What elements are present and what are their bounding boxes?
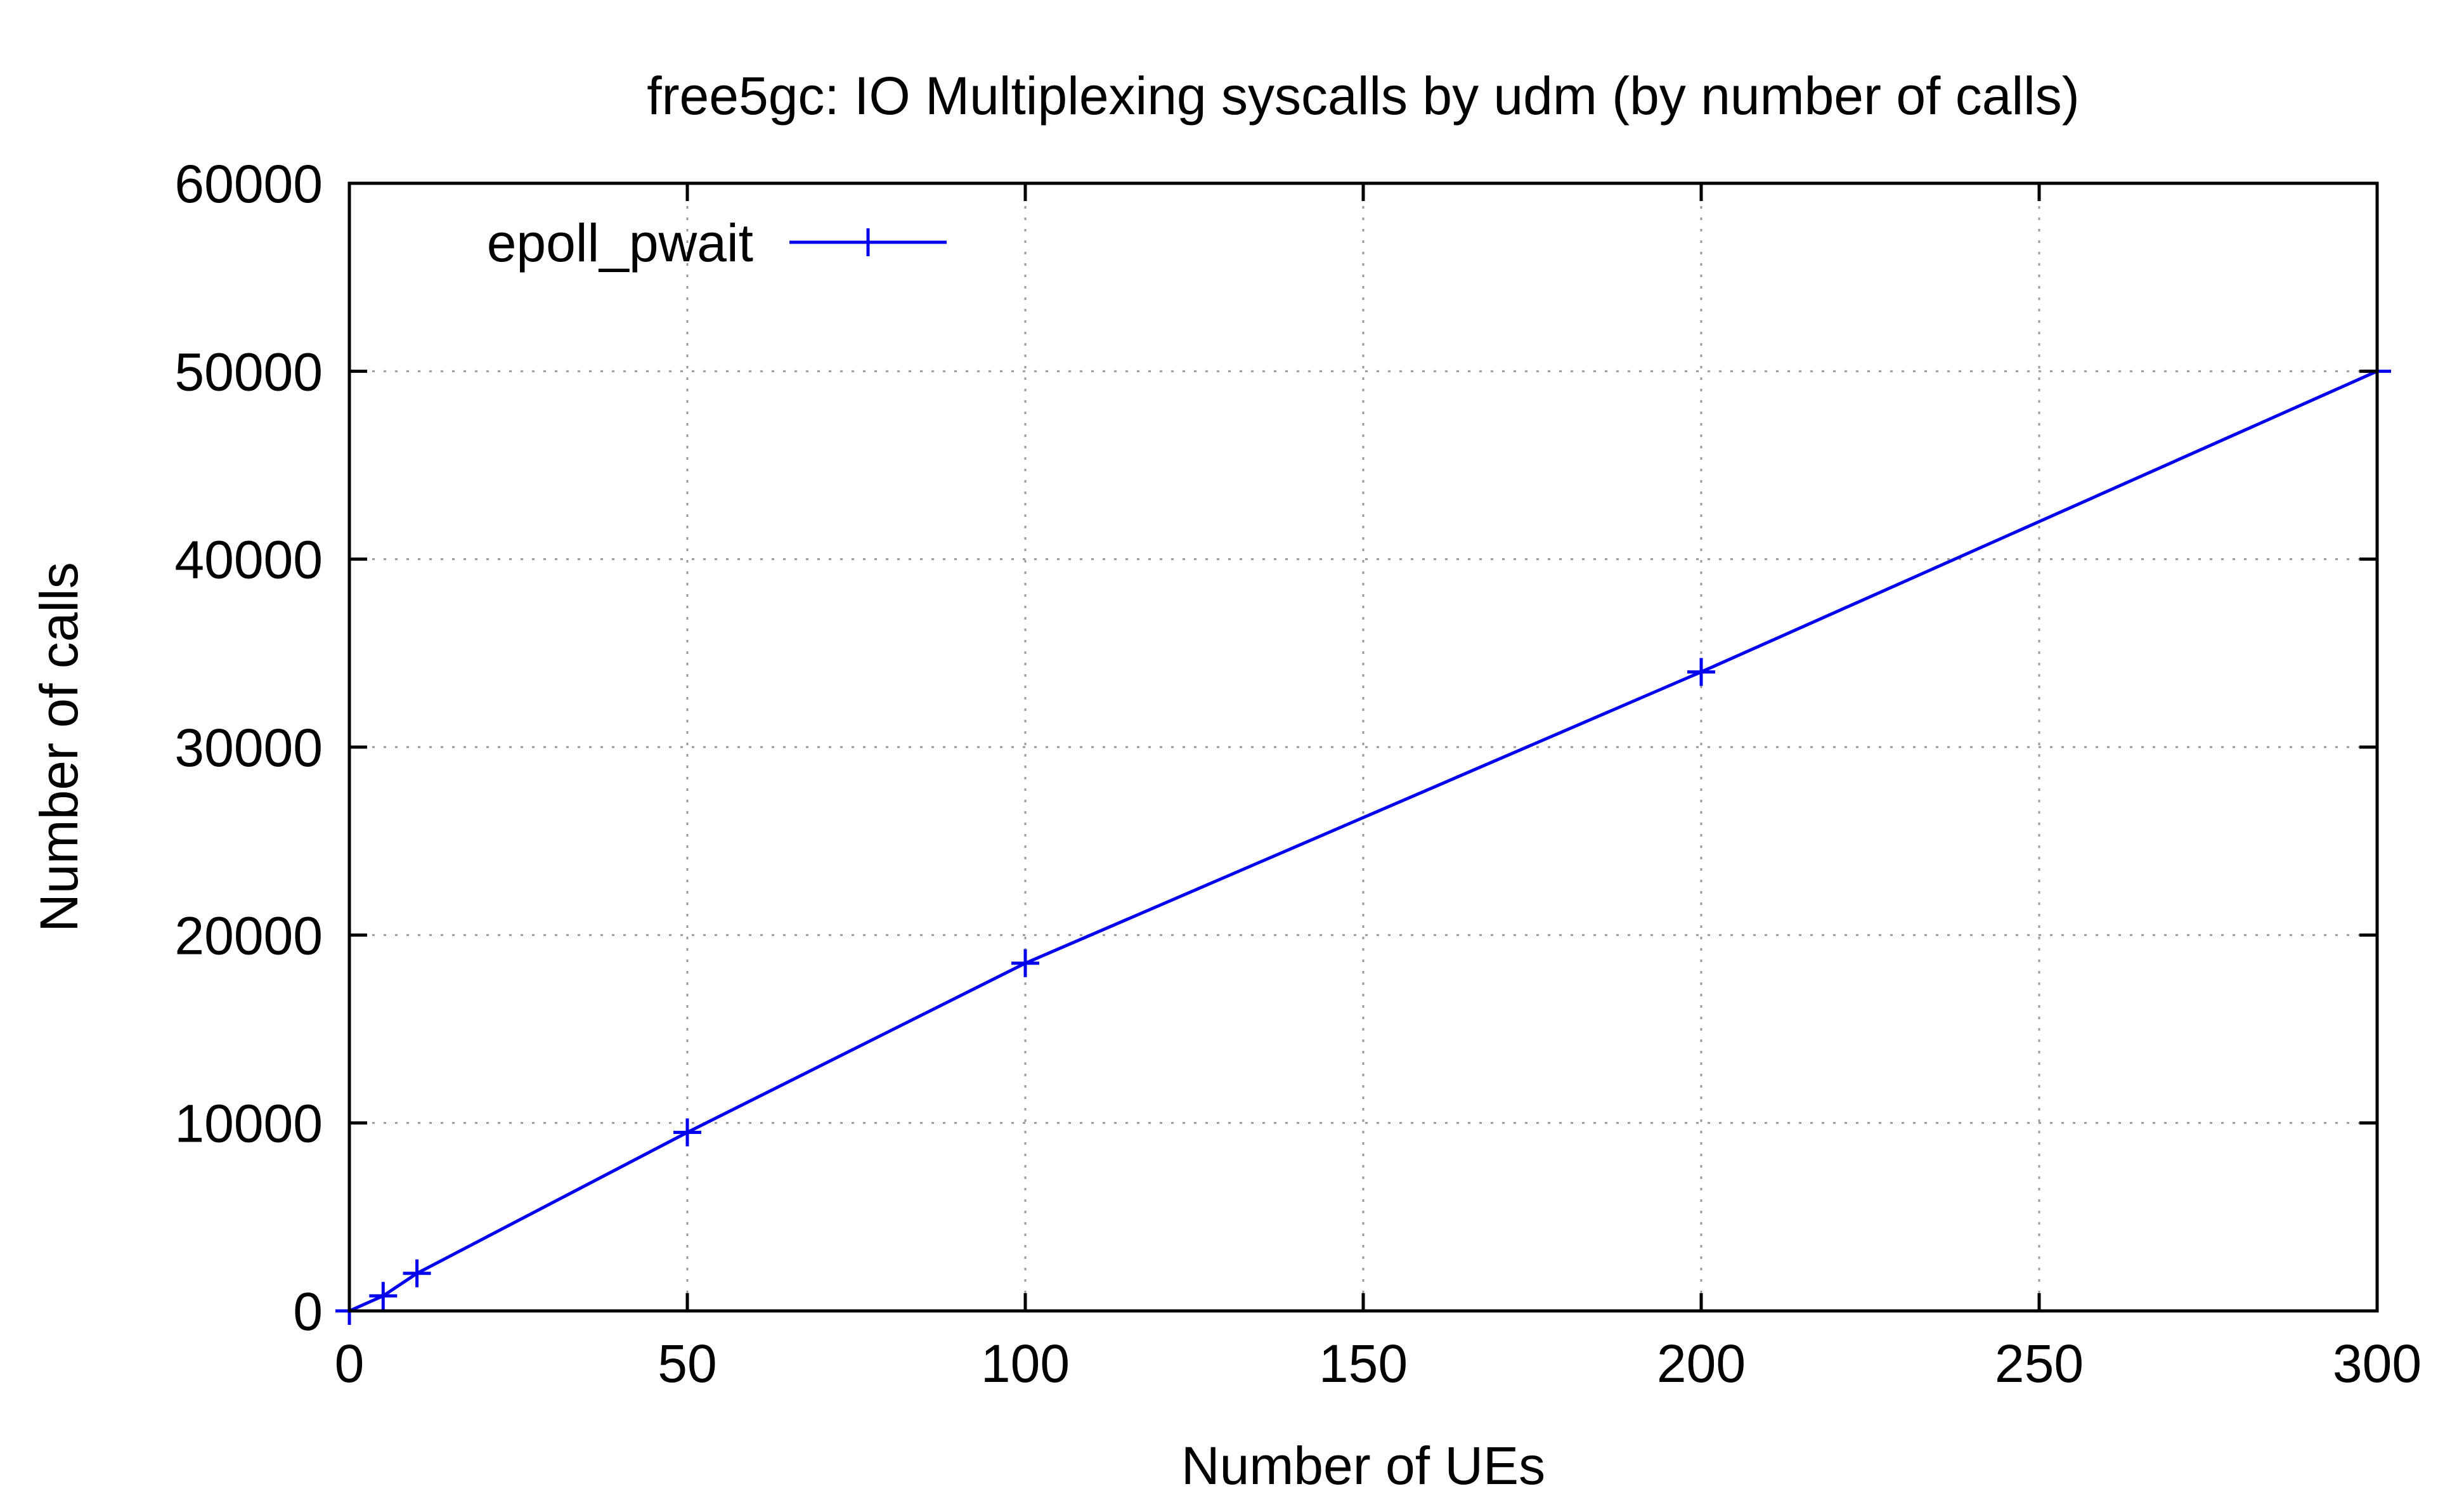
x-tick-label: 150 <box>1319 1334 1408 1393</box>
data-point <box>1687 658 1715 686</box>
x-tick-label: 300 <box>2333 1334 2422 1393</box>
data-point <box>369 1282 398 1310</box>
ticks: 0 50 100 150 200 250 300 0 10000 20000 30000 40000 5… <box>174 154 2422 1393</box>
y-tick-label: 20000 <box>174 906 323 965</box>
y-tick-label: 30000 <box>174 718 323 778</box>
data-point <box>1011 949 1039 977</box>
x-tick-label: 250 <box>1995 1334 2084 1393</box>
y-tick-label: 50000 <box>174 342 323 401</box>
series-line-epoll_pwait <box>348 370 2378 1313</box>
y-tick-label: 10000 <box>174 1094 323 1154</box>
series-layer <box>335 357 2391 1325</box>
grid <box>349 183 2377 1311</box>
y-tick-label: 0 <box>293 1282 323 1341</box>
data-point <box>403 1259 431 1287</box>
x-tick-label: 50 <box>658 1334 717 1393</box>
y-tick-label: 60000 <box>174 154 323 214</box>
x-tick-label: 0 <box>335 1334 365 1393</box>
y-axis-title: Number of calls <box>29 562 89 932</box>
data-point <box>673 1118 701 1147</box>
y-tick-label: 40000 <box>174 530 323 590</box>
x-axis-title: Number of UEs <box>1181 1436 1545 1495</box>
legend: epoll_pwait <box>487 213 947 273</box>
x-tick-label: 100 <box>981 1334 1070 1393</box>
legend-marker <box>854 228 882 256</box>
chart-title: free5gc: IO Multiplexing syscalls by udm… <box>647 66 2080 126</box>
x-tick-label: 200 <box>1657 1334 1746 1393</box>
legend-label: epoll_pwait <box>487 213 753 273</box>
